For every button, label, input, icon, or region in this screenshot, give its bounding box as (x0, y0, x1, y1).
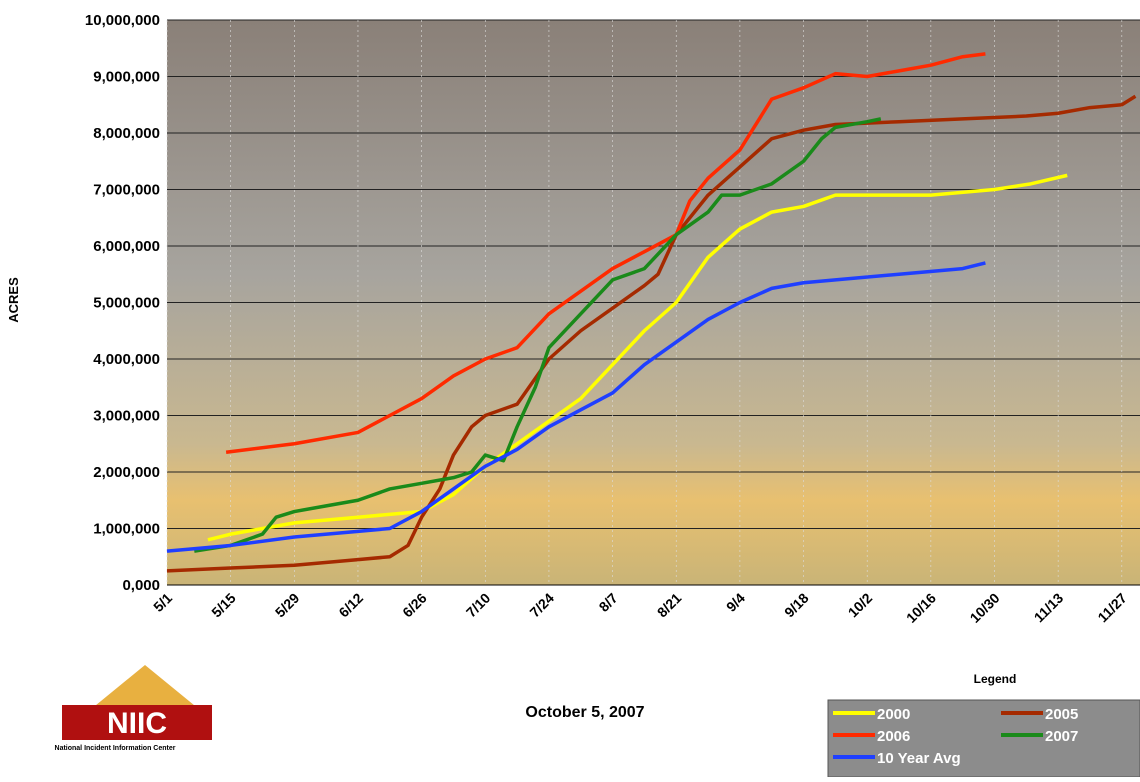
y-tick-label: 6,000,000 (93, 238, 160, 255)
x-tick-label: 8/21 (654, 590, 685, 621)
x-tick-label: 8/7 (596, 590, 621, 615)
legend-box (827, 699, 1140, 778)
legend-label: 2006 (877, 728, 910, 745)
legend-title: Legend (974, 672, 1017, 686)
logo: NIIC National Incident Information Cente… (55, 665, 212, 752)
x-tick-label: 9/18 (781, 590, 812, 621)
logo-roof (90, 665, 200, 710)
x-tick-label: 5/29 (272, 590, 303, 621)
logo-mark: NIIC (107, 707, 167, 740)
series-line (166, 94, 1137, 573)
legend-label: 2007 (1045, 728, 1078, 745)
x-tick-label: 6/26 (399, 590, 430, 621)
series-line (166, 261, 986, 553)
y-tick-label: 1,000,000 (93, 521, 160, 538)
x-tick-label: 10/2 (845, 590, 876, 621)
y-tick-label: 3,000,000 (93, 408, 160, 425)
legend-label: 2005 (1045, 706, 1078, 723)
x-tick-label: 10/30 (967, 590, 1003, 626)
legend-label: 2000 (877, 706, 910, 723)
y-tick-label: 7,000,000 (93, 182, 160, 199)
y-tick-label: 10,000,000 (85, 12, 160, 29)
y-tick-label: 5,000,000 (93, 295, 160, 312)
x-tick-label: 5/15 (208, 590, 239, 621)
x-tick-label: 6/12 (336, 590, 367, 621)
x-tick-label: 7/24 (526, 590, 557, 621)
logo-block (62, 705, 212, 740)
series-line (225, 52, 986, 454)
x-tick-label: 11/13 (1031, 590, 1067, 626)
x-tick-label: 9/4 (723, 590, 748, 615)
x-tick-label: 11/27 (1094, 590, 1130, 626)
y-axis-label: ACRES (6, 277, 21, 323)
y-tick-label: 8,000,000 (93, 125, 160, 142)
legend-label: 10 Year Avg (877, 750, 961, 767)
x-tick-label: 10/16 (903, 590, 939, 626)
y-tick-label: 9,000,000 (93, 69, 160, 86)
series-line (207, 173, 1068, 542)
x-tick-label: 7/10 (463, 590, 494, 621)
y-tick-label: 0,000 (122, 577, 160, 594)
logo-caption: National Incident Information Center (55, 745, 176, 752)
y-tick-label: 2,000,000 (93, 464, 160, 481)
subtitle: October 5, 2007 (525, 704, 644, 721)
y-tick-label: 4,000,000 (93, 351, 160, 368)
series-line (194, 117, 882, 553)
